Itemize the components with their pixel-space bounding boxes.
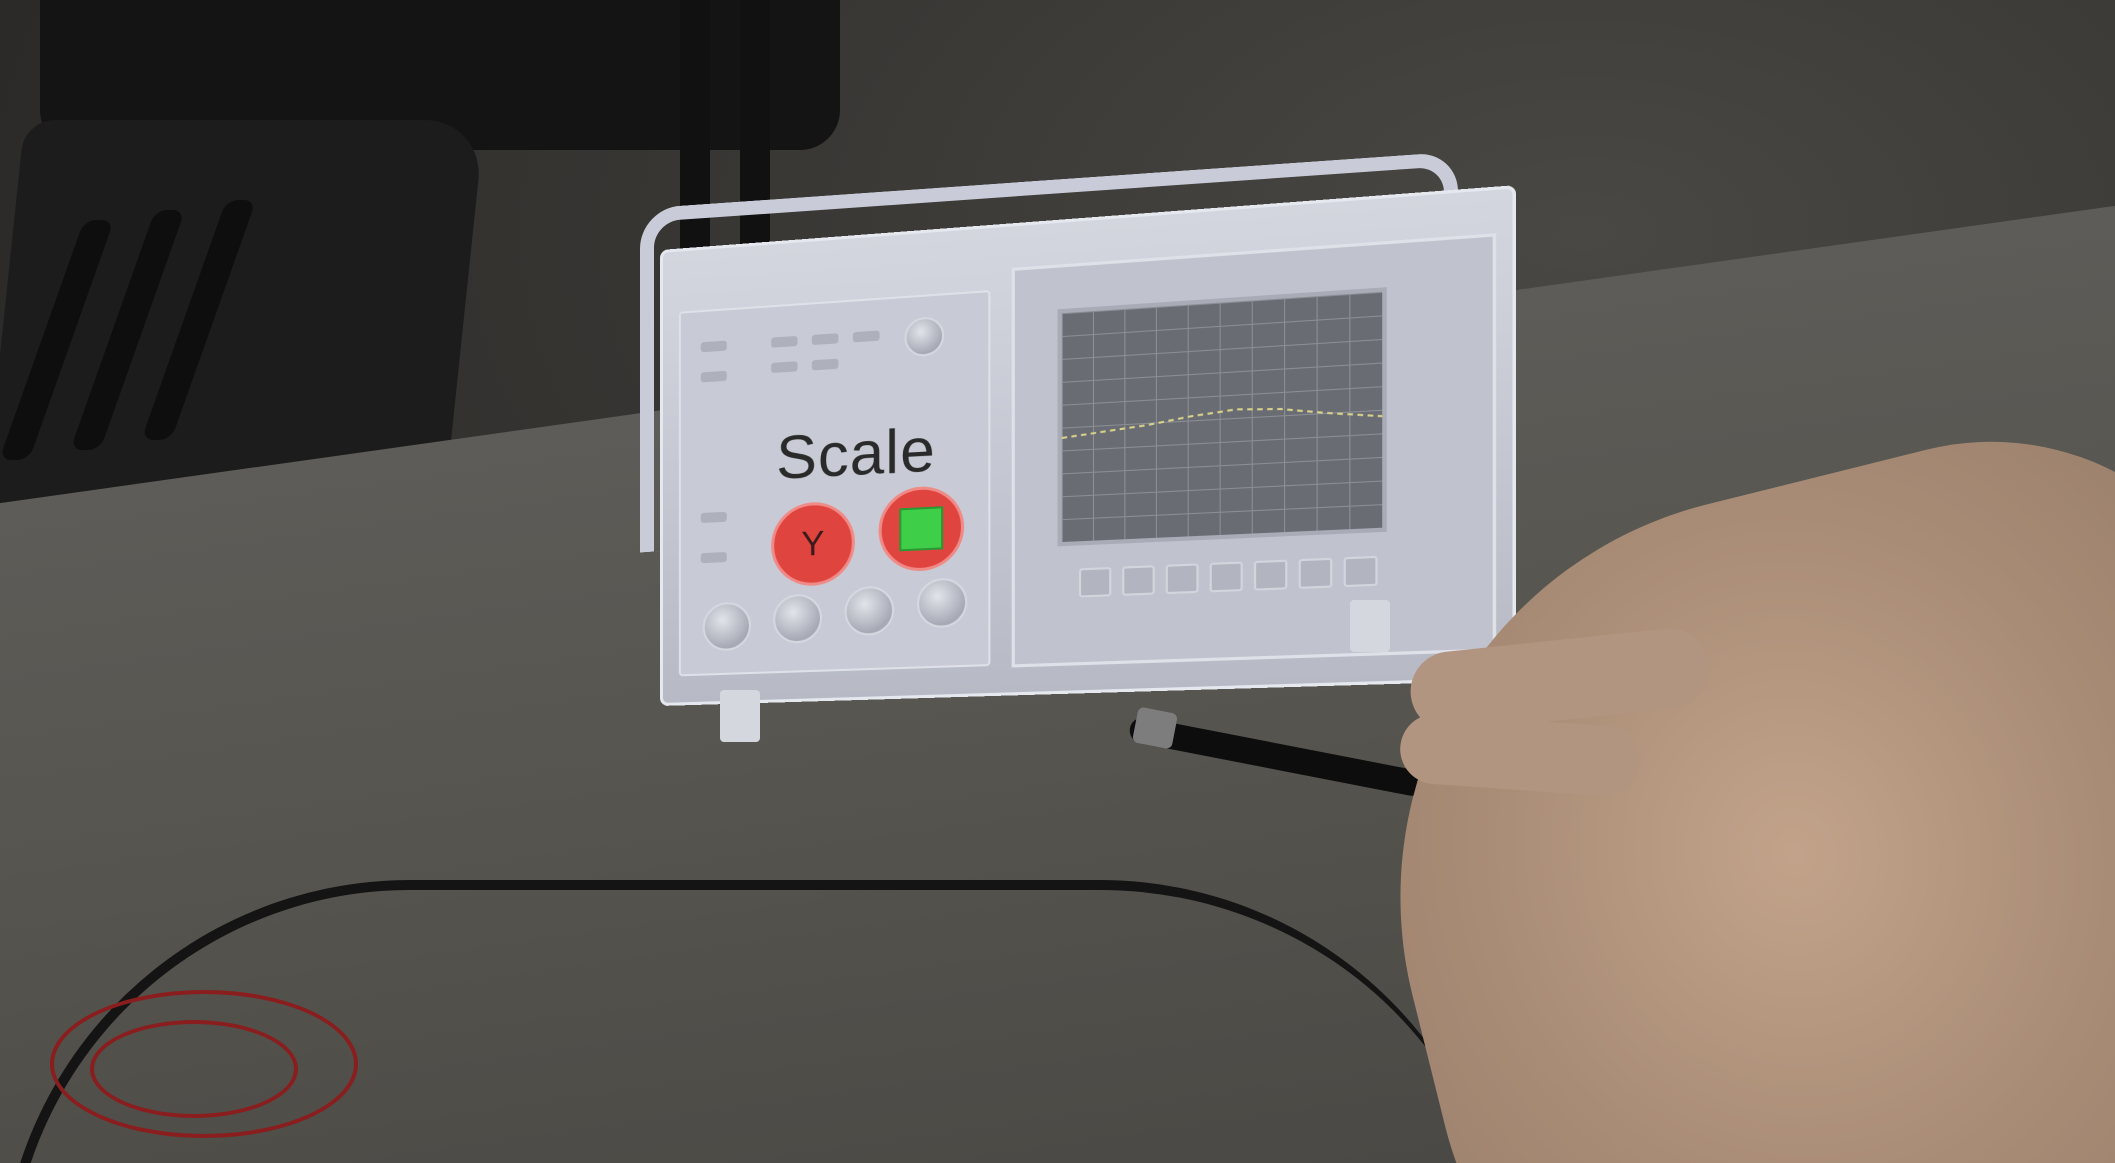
scale-confirm-button[interactable] <box>879 485 965 573</box>
device-foot <box>1350 600 1390 652</box>
scale-y-button[interactable]: Y <box>771 500 855 587</box>
small-control <box>701 371 727 383</box>
control-knob <box>773 593 822 644</box>
soft-key[interactable] <box>1079 567 1111 598</box>
control-panel: Scale Y <box>679 290 991 676</box>
oscilloscope-hologram[interactable]: Scale Y <box>620 170 1460 750</box>
control-knob <box>845 585 895 636</box>
soft-key[interactable] <box>1344 556 1378 587</box>
device-foot <box>720 690 760 742</box>
soft-key[interactable] <box>1210 561 1243 592</box>
small-control <box>812 359 839 371</box>
display-bezel <box>1012 233 1497 667</box>
small-control <box>812 333 839 345</box>
red-wire <box>90 1020 298 1118</box>
small-control <box>771 361 797 373</box>
soft-key[interactable] <box>1122 565 1155 596</box>
soft-key[interactable] <box>1166 563 1199 594</box>
green-square-icon <box>899 506 943 551</box>
control-knob <box>917 577 967 628</box>
small-control <box>701 512 727 523</box>
y-axis-icon: Y <box>801 524 824 565</box>
oscilloscope-screen <box>1057 287 1386 546</box>
small-control <box>771 336 797 348</box>
control-knob <box>905 316 945 358</box>
soft-key[interactable] <box>1299 558 1333 589</box>
small-control <box>701 552 727 563</box>
soft-key[interactable] <box>1254 560 1287 591</box>
waveform-trace <box>1062 292 1382 542</box>
small-control <box>701 341 727 353</box>
scale-label: Scale <box>776 414 936 493</box>
control-knob <box>703 601 751 651</box>
small-control <box>853 330 880 342</box>
